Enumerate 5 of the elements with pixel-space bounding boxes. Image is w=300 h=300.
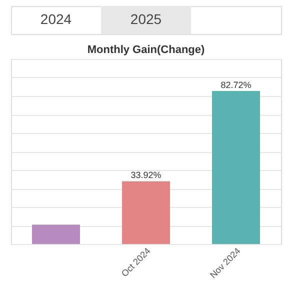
text: 2025 [130, 11, 162, 27]
data-label: 82.72% [220, 80, 252, 90]
data-label: 33.92% [130, 170, 162, 180]
chart-title: Monthly Gain(Change) [87, 44, 205, 56]
text: 2024 [40, 11, 72, 27]
